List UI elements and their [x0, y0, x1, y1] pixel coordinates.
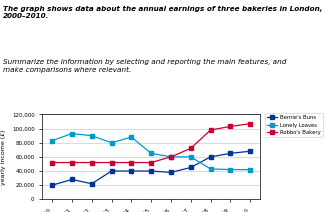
Line: Lonely Loaves: Lonely Loaves: [50, 132, 252, 171]
Bernie's Buns: [169, 171, 173, 174]
Line: Bernie's Buns: Bernie's Buns: [50, 149, 252, 187]
Text: Summarize the information by selecting and reporting the main features, and
make: Summarize the information by selecting a…: [3, 59, 287, 73]
Bernie's Buns: [149, 170, 153, 172]
Robbo's Bakery: [50, 161, 54, 164]
Lonely Loaves: [110, 141, 113, 144]
Lonely Loaves: [228, 168, 232, 171]
Robbo's Bakery: [70, 161, 74, 164]
Robbo's Bakery: [129, 161, 133, 164]
Bernie's Buns: [90, 183, 94, 185]
Bernie's Buns: [70, 178, 74, 181]
Bernie's Buns: [228, 152, 232, 155]
Lonely Loaves: [209, 168, 213, 170]
Lonely Loaves: [248, 168, 252, 171]
Bernie's Buns: [110, 170, 113, 172]
Robbo's Bakery: [209, 129, 213, 131]
Bernie's Buns: [189, 166, 193, 169]
Bernie's Buns: [248, 150, 252, 152]
Legend: Bernie's Buns, Lonely Loaves, Robbo's Bakery: Bernie's Buns, Lonely Loaves, Robbo's Ba…: [265, 113, 323, 137]
Y-axis label: yearly income (£): yearly income (£): [1, 129, 6, 185]
Bernie's Buns: [129, 170, 133, 172]
Robbo's Bakery: [248, 122, 252, 125]
Lonely Loaves: [50, 139, 54, 142]
Bernie's Buns: [209, 156, 213, 158]
Lonely Loaves: [129, 136, 133, 138]
Robbo's Bakery: [110, 161, 113, 164]
Lonely Loaves: [169, 156, 173, 158]
Lonely Loaves: [90, 134, 94, 137]
Robbo's Bakery: [189, 147, 193, 150]
Lonely Loaves: [149, 152, 153, 155]
Lonely Loaves: [189, 156, 193, 158]
Robbo's Bakery: [169, 156, 173, 158]
Robbo's Bakery: [228, 125, 232, 128]
Text: The graph shows data about the annual earnings of three bakeries in London,
2000: The graph shows data about the annual ea…: [3, 6, 323, 20]
Lonely Loaves: [70, 132, 74, 135]
Robbo's Bakery: [149, 161, 153, 164]
Robbo's Bakery: [90, 161, 94, 164]
Line: Robbo's Bakery: Robbo's Bakery: [50, 122, 252, 164]
Bernie's Buns: [50, 184, 54, 186]
